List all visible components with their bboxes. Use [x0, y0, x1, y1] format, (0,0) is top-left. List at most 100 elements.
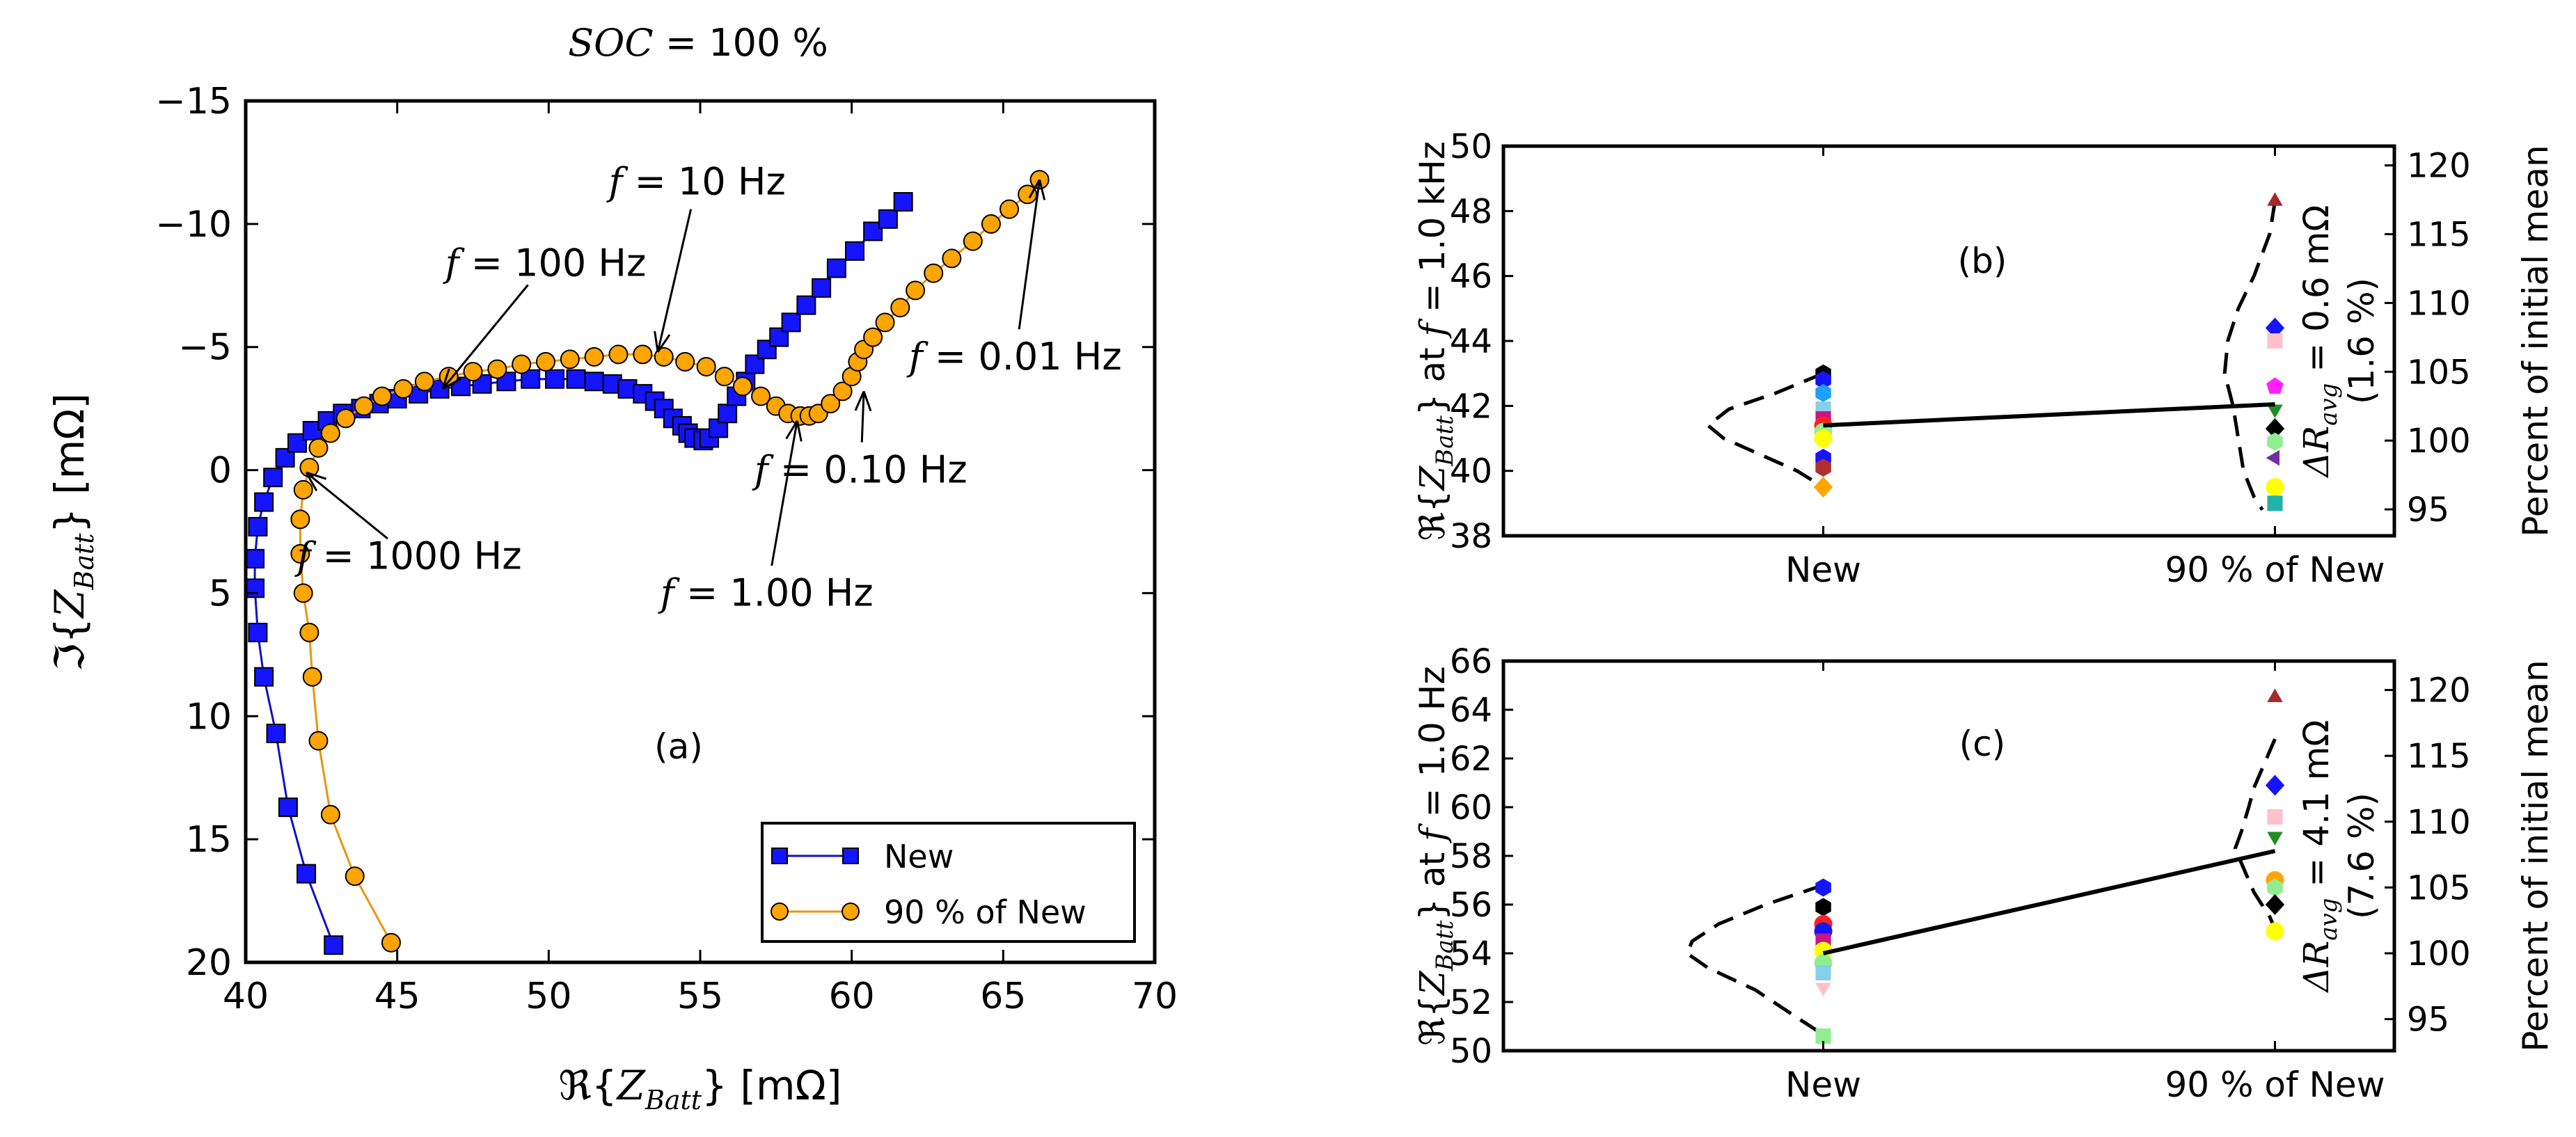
data-point: [254, 492, 274, 512]
x-tick-label: 65: [980, 976, 1026, 1017]
annotation-text: = 1.00 Hz: [674, 571, 874, 614]
annotation-text: = 1000 Hz: [311, 534, 522, 578]
data-point: [345, 866, 365, 886]
data-point: [608, 344, 629, 365]
data-point: [335, 408, 356, 429]
y-tick-label: 48: [1450, 192, 1492, 231]
data-point: [245, 548, 265, 568]
data-point: [890, 298, 910, 318]
data-point: [2267, 333, 2283, 349]
data-point: [584, 347, 604, 367]
y-tick-label: 40: [1450, 452, 1492, 491]
data-point: [2267, 432, 2283, 451]
category-label: 90 % of New: [2165, 550, 2385, 590]
legend-box: [761, 822, 1136, 943]
legend-label-new: New: [884, 838, 954, 875]
data-point: [675, 351, 695, 372]
y-tick-label: 44: [1450, 322, 1492, 361]
data-point: [1815, 964, 1831, 981]
data-point: [393, 379, 413, 399]
annotation-label: f = 0.01 Hz: [906, 335, 1122, 379]
y2-tick-label: 110: [2407, 284, 2471, 323]
mean-line: [1823, 402, 2275, 428]
x-tick-label: 45: [374, 976, 420, 1017]
annotation-arrowhead: [854, 390, 872, 412]
annotation-arrowhead: [441, 368, 461, 390]
chart-c-delta: ΔRavg = 4.1 mΩ: [2296, 719, 2343, 993]
data-point: [566, 369, 586, 389]
data-point: [293, 583, 313, 603]
category-label: New: [1785, 550, 1861, 590]
distribution-curve-0: [1684, 883, 1825, 1042]
chart-b-frame: [1501, 144, 2396, 538]
y2-tick-label: 120: [2407, 671, 2471, 710]
legend-entry-90pct: 90 % of New: [771, 893, 1086, 931]
data-point: [1815, 1028, 1831, 1044]
chart-b-plot-area: [1705, 192, 2285, 511]
data-point: [1815, 878, 1831, 897]
annotation-text: = 10 Hz: [622, 160, 785, 204]
data-point: [2265, 317, 2285, 339]
data-point: [875, 312, 895, 333]
y2-tick-label: 110: [2407, 803, 2471, 842]
data-point: [714, 367, 734, 387]
annotation-arrowhead: [305, 471, 327, 492]
chart-b-panel-label: (b): [1958, 241, 2007, 281]
data-point: [245, 578, 265, 598]
data-point: [1815, 898, 1831, 916]
data-point: [1814, 429, 1833, 447]
data-point: [696, 357, 716, 377]
data-point: [263, 468, 283, 488]
panel-c: 50 52 54 56 58 60 62 64 66 95 100 105 110 115 120 New 90…: [1412, 642, 2556, 1105]
distribution-curve-1: [2222, 200, 2277, 511]
chart-c-plot-area: [1684, 688, 2285, 1044]
annotation-arrow: [656, 209, 693, 353]
y-tick-label: 0: [209, 450, 232, 492]
y2-tick-label: 95: [2407, 1001, 2449, 1040]
data-point: [732, 376, 752, 397]
category-label: New: [1785, 1065, 1861, 1105]
annotation-arrow: [441, 284, 529, 390]
annotation-arrow: [860, 391, 865, 443]
data-point: [248, 516, 268, 536]
y-tick-label: 50: [1450, 1032, 1492, 1071]
chart-c-panel-label: (c): [1959, 724, 2006, 764]
data-point: [924, 263, 944, 283]
y2-tick-label: 120: [2407, 147, 2471, 186]
data-point: [845, 241, 865, 261]
data-point: [2267, 495, 2283, 511]
y-tick-label: 15: [186, 819, 232, 861]
data-point: [1815, 459, 1831, 477]
data-point: [654, 347, 674, 367]
legend-label-90pct: 90 % of New: [884, 893, 1086, 931]
y2-tick-label: 115: [2407, 737, 2471, 776]
chart-a-legend: New 90 % of New: [761, 822, 1136, 943]
annotation-arrowhead: [1028, 179, 1046, 200]
data-point: [718, 404, 738, 424]
y-tick-label: 64: [1450, 691, 1492, 730]
data-point: [324, 935, 344, 955]
data-point: [287, 433, 308, 453]
data-point: [863, 221, 883, 241]
data-point: [2267, 809, 2283, 825]
data-point: [2267, 878, 2283, 897]
data-point: [1815, 371, 1831, 389]
y2-tick-label: 115: [2407, 216, 2471, 255]
legend-entry-new: New: [771, 838, 954, 875]
y-tick-label: 50: [1450, 127, 1492, 166]
data-point: [2265, 418, 2285, 439]
data-point: [299, 623, 319, 643]
data-point: [560, 349, 580, 369]
chart-a-ticks: 40 45 50 55 60 65 70 −15 −10 −5 0 5 10 15 20: [155, 81, 1178, 1017]
data-point: [832, 381, 853, 401]
data-point: [535, 351, 555, 372]
y-tick-label: 10: [186, 696, 232, 738]
data-point: [878, 209, 898, 229]
data-point: [796, 295, 816, 315]
annotation-text: = 0.10 Hz: [768, 448, 967, 492]
data-point: [308, 731, 329, 751]
data-point: [545, 369, 565, 389]
chart-c-ticks: 50 52 54 56 58 60 62 64 66 95 100 105 110 115 120 New 90…: [1450, 642, 2471, 1105]
data-point: [2266, 478, 2284, 497]
chart-a-panel-label: (a): [654, 726, 703, 767]
